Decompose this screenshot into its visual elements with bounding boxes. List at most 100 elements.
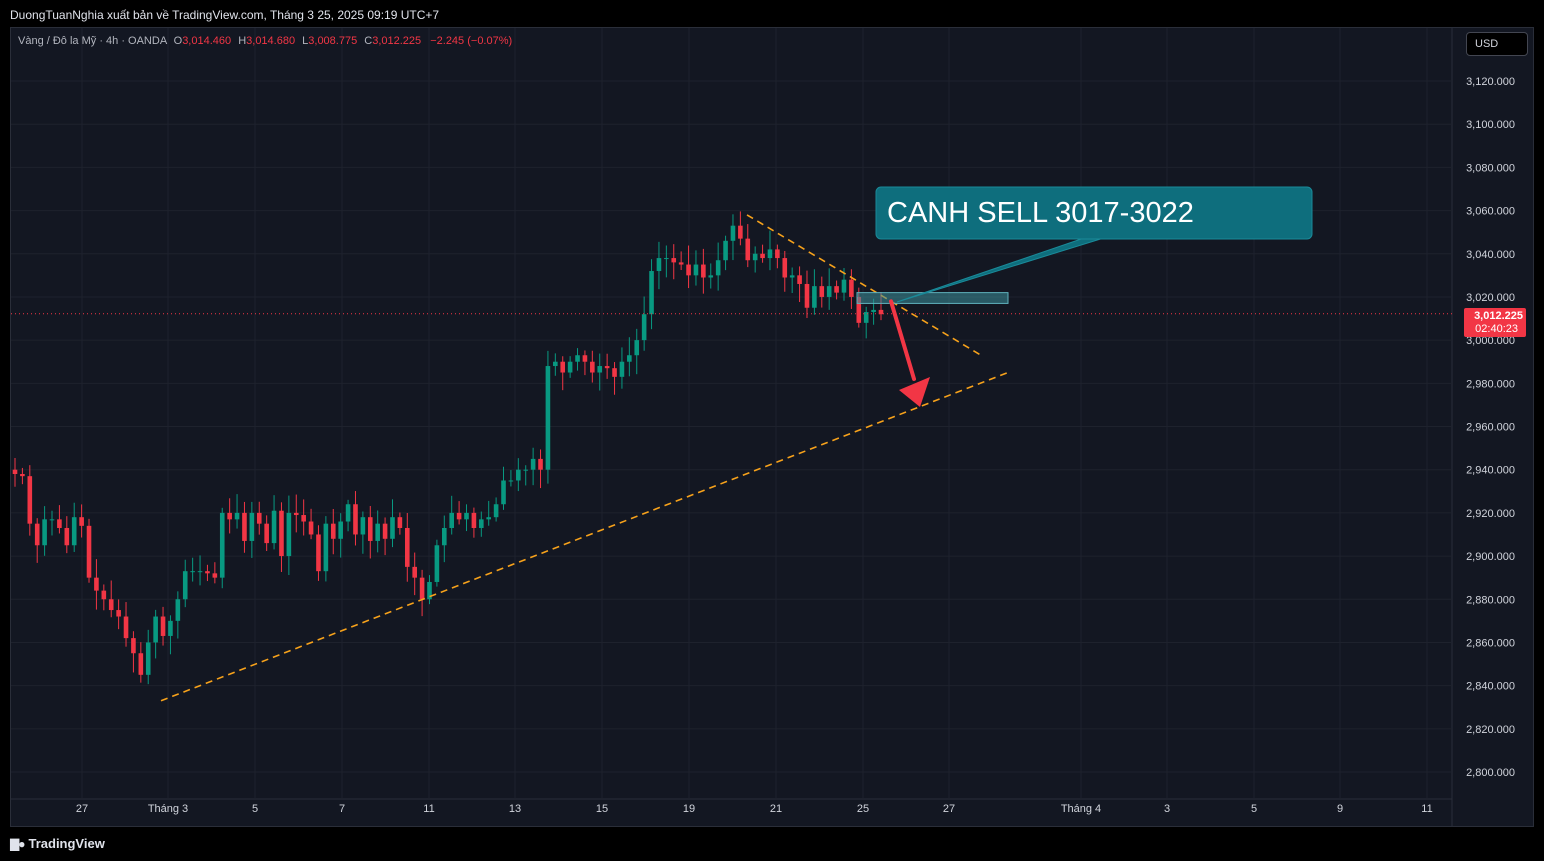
candle — [138, 642, 144, 683]
time-tick-label: 9 — [1337, 803, 1343, 815]
tradingview-logo[interactable]: ▇● TradingView — [10, 836, 105, 851]
price-tick-label: 2,940.000 — [1466, 465, 1515, 477]
candle — [182, 559, 188, 608]
candle — [145, 629, 151, 685]
time-tick-label: 13 — [509, 803, 521, 815]
price-tick-label: 2,980.000 — [1466, 378, 1515, 390]
candle — [205, 564, 210, 582]
candle — [390, 499, 395, 548]
candle — [293, 494, 299, 533]
candle — [582, 350, 588, 376]
candle — [64, 516, 70, 554]
candle — [175, 591, 181, 639]
candle — [404, 512, 410, 582]
publisher-bar: DuongTuanNghia xuất bản về TradingView.c… — [0, 0, 1544, 27]
chart-frame[interactable]: CANH SELL 3017-3022 2,800.000 2,820.000 2,… — [10, 27, 1534, 827]
candle — [634, 328, 640, 375]
sell-zone — [856, 292, 1009, 304]
candle — [775, 244, 780, 269]
high-label: H — [238, 35, 247, 47]
price-chart[interactable]: CANH SELL 3017-3022 2,800.0002,820.0002,… — [11, 28, 1534, 827]
candle — [419, 569, 425, 617]
open-label: O — [173, 35, 183, 47]
candle — [345, 499, 351, 532]
time-tick-label: 5 — [252, 803, 258, 815]
projected-arrow-head — [899, 377, 930, 407]
candle — [516, 458, 521, 492]
candle — [708, 263, 714, 289]
candle — [212, 562, 218, 584]
candle — [79, 504, 84, 538]
candle — [242, 501, 247, 553]
candle — [604, 353, 610, 379]
price-tick-label: 3,080.000 — [1466, 162, 1515, 174]
candle — [560, 356, 566, 391]
price-tick-label: 3,020.000 — [1466, 292, 1515, 304]
brand-label: TradingView — [28, 836, 105, 851]
publisher-text: DuongTuanNghia xuất bản về TradingView.c… — [10, 8, 440, 22]
candle — [234, 494, 240, 529]
time-tick-label: 27 — [76, 803, 88, 815]
time-tick-label: 7 — [339, 803, 345, 815]
current-price-tag — [1464, 308, 1526, 337]
price-tick-label: 2,880.000 — [1466, 594, 1515, 606]
time-tick-label: 3 — [1164, 803, 1170, 815]
candle — [427, 575, 432, 605]
price-tick-label: 2,840.000 — [1466, 681, 1515, 693]
candle — [116, 599, 121, 630]
candle — [227, 498, 232, 534]
candle — [641, 296, 647, 351]
drawings: CANH SELL 3017-3022 — [11, 186, 1452, 702]
time-axis: 27 Tháng 3 5 7 11 13 15 19 21 25 27 Tháng 4 3 5 9 11 — [76, 803, 1433, 815]
change-value: −2.245 (−0.07%) — [430, 35, 513, 47]
symbol-label[interactable]: Vàng / Đô la Mỹ · 4h · OANDA — [18, 35, 167, 47]
time-tick-label: Tháng 3 — [148, 803, 188, 815]
candle — [279, 502, 284, 572]
candle — [160, 606, 166, 646]
candle — [464, 504, 469, 532]
countdown-label: 02:40:23 — [1475, 323, 1518, 335]
callout-box — [875, 186, 1313, 240]
time-tick-label: 21 — [770, 803, 782, 815]
candle — [567, 356, 573, 378]
candle — [752, 246, 758, 273]
time-tick-label: 15 — [596, 803, 608, 815]
candle — [493, 497, 499, 522]
candle — [804, 270, 810, 319]
candle — [649, 259, 654, 330]
candle — [264, 515, 269, 552]
candle — [168, 615, 173, 655]
candle — [767, 230, 773, 271]
candle — [330, 508, 336, 555]
candle — [656, 241, 662, 290]
candle — [715, 242, 721, 291]
open-value: 3,014.460 — [182, 35, 232, 47]
candle — [441, 515, 447, 563]
candle — [256, 501, 262, 535]
candle — [12, 457, 18, 487]
candle — [94, 559, 99, 610]
close-value: 3,012.225 — [372, 35, 422, 47]
price-tick-label: 3,060.000 — [1466, 206, 1515, 218]
time-tick-label: 27 — [943, 803, 955, 815]
candle — [678, 251, 684, 271]
candle — [397, 512, 403, 535]
candle — [20, 467, 25, 485]
price-tick-label: 2,960.000 — [1466, 422, 1515, 434]
candle — [49, 510, 55, 536]
candle — [501, 466, 506, 510]
candle — [367, 505, 373, 559]
candle — [249, 501, 255, 558]
candle — [819, 276, 825, 308]
candle — [590, 350, 595, 383]
candle — [701, 248, 706, 294]
candle — [508, 470, 514, 487]
price-tick-label: 2,800.000 — [1466, 767, 1515, 779]
currency-selector[interactable]: USD — [1466, 32, 1528, 56]
candle — [219, 507, 225, 589]
candle — [316, 525, 321, 581]
candle — [456, 501, 462, 525]
candle — [723, 235, 728, 271]
candle — [57, 505, 62, 534]
candle — [27, 465, 33, 536]
